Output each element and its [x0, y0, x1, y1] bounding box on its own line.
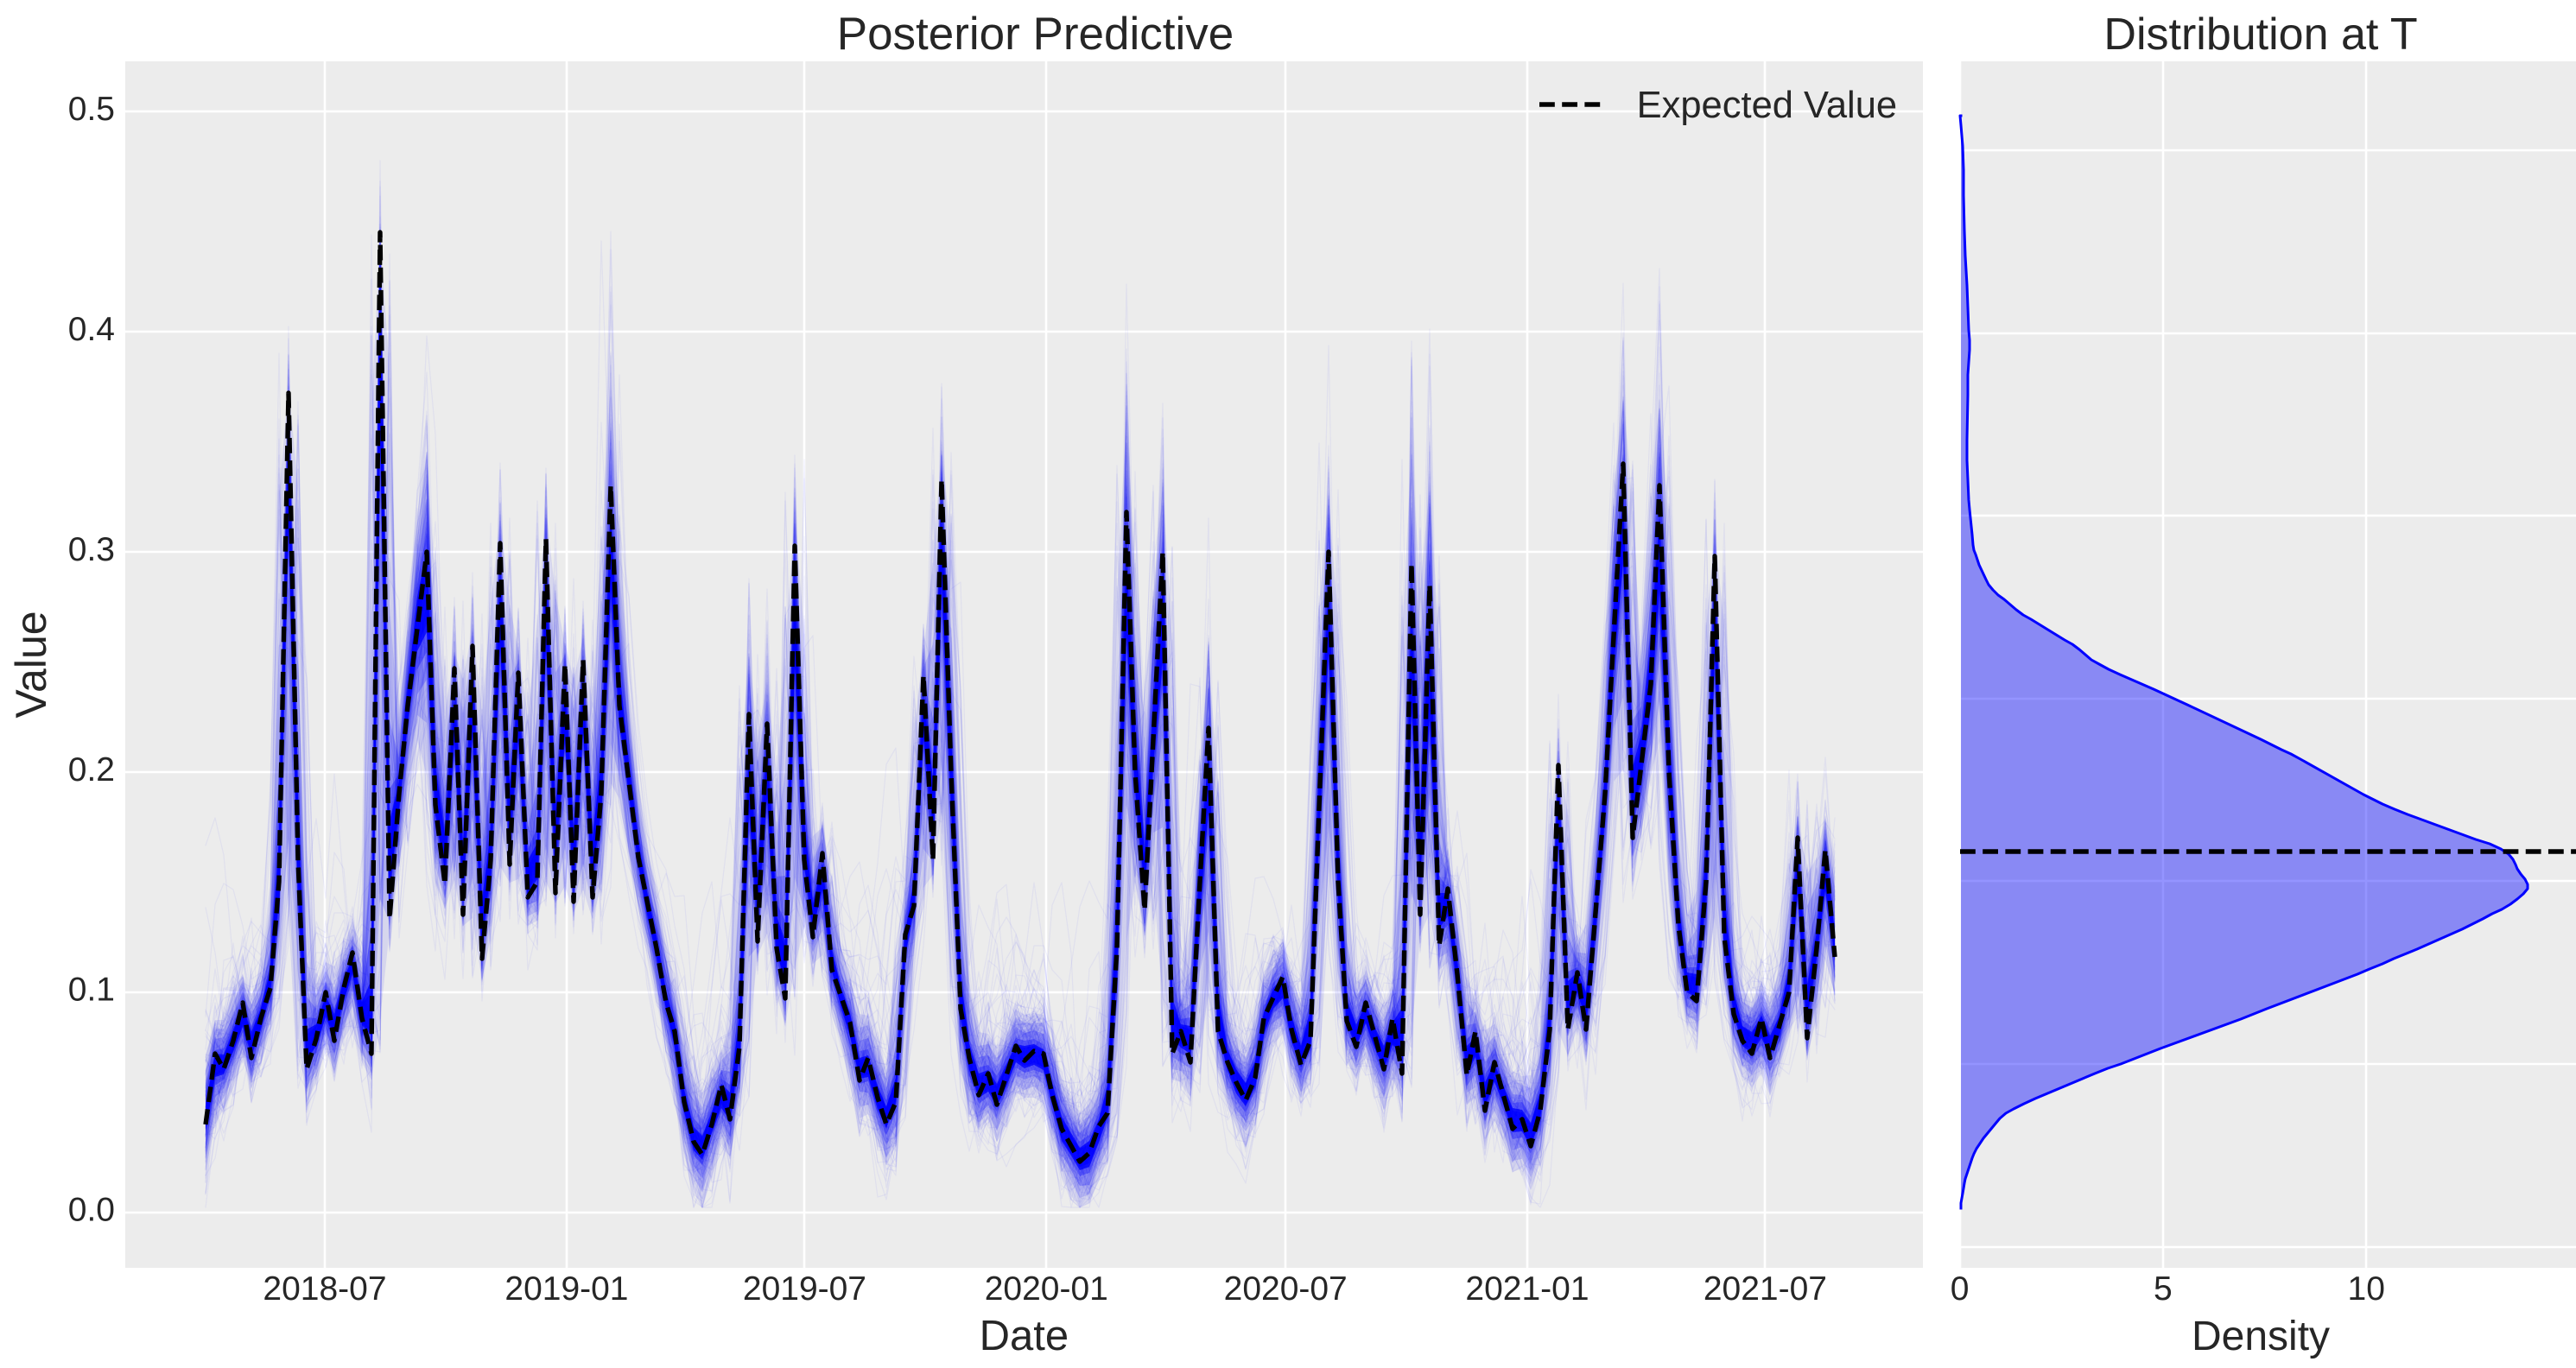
svg-text:Date: Date — [980, 1313, 1069, 1359]
svg-text:Distribution at T: Distribution at T — [2103, 10, 2417, 60]
svg-text:2018-07: 2018-07 — [263, 1270, 386, 1308]
svg-text:2021-07: 2021-07 — [1704, 1270, 1827, 1308]
svg-text:0.3: 0.3 — [68, 531, 115, 568]
svg-text:0.1: 0.1 — [68, 972, 115, 1009]
svg-text:Value: Value — [7, 611, 55, 718]
svg-text:0.2: 0.2 — [68, 751, 115, 788]
svg-text:0.0: 0.0 — [68, 1192, 115, 1229]
svg-text:Density: Density — [2192, 1314, 2330, 1359]
svg-text:0: 0 — [1951, 1270, 1970, 1308]
svg-text:2019-07: 2019-07 — [743, 1270, 866, 1308]
svg-text:2019-01: 2019-01 — [504, 1270, 628, 1308]
svg-text:0.4: 0.4 — [68, 311, 115, 348]
svg-text:2021-01: 2021-01 — [1465, 1270, 1589, 1308]
svg-text:0.5: 0.5 — [68, 91, 115, 128]
svg-text:Posterior Predictive: Posterior Predictive — [837, 9, 1234, 60]
svg-text:5: 5 — [2154, 1270, 2173, 1308]
svg-text:2020-01: 2020-01 — [985, 1270, 1108, 1308]
svg-text:10: 10 — [2348, 1270, 2385, 1308]
svg-text:Expected Value: Expected Value — [1637, 85, 1897, 126]
svg-text:2020-07: 2020-07 — [1224, 1270, 1348, 1308]
